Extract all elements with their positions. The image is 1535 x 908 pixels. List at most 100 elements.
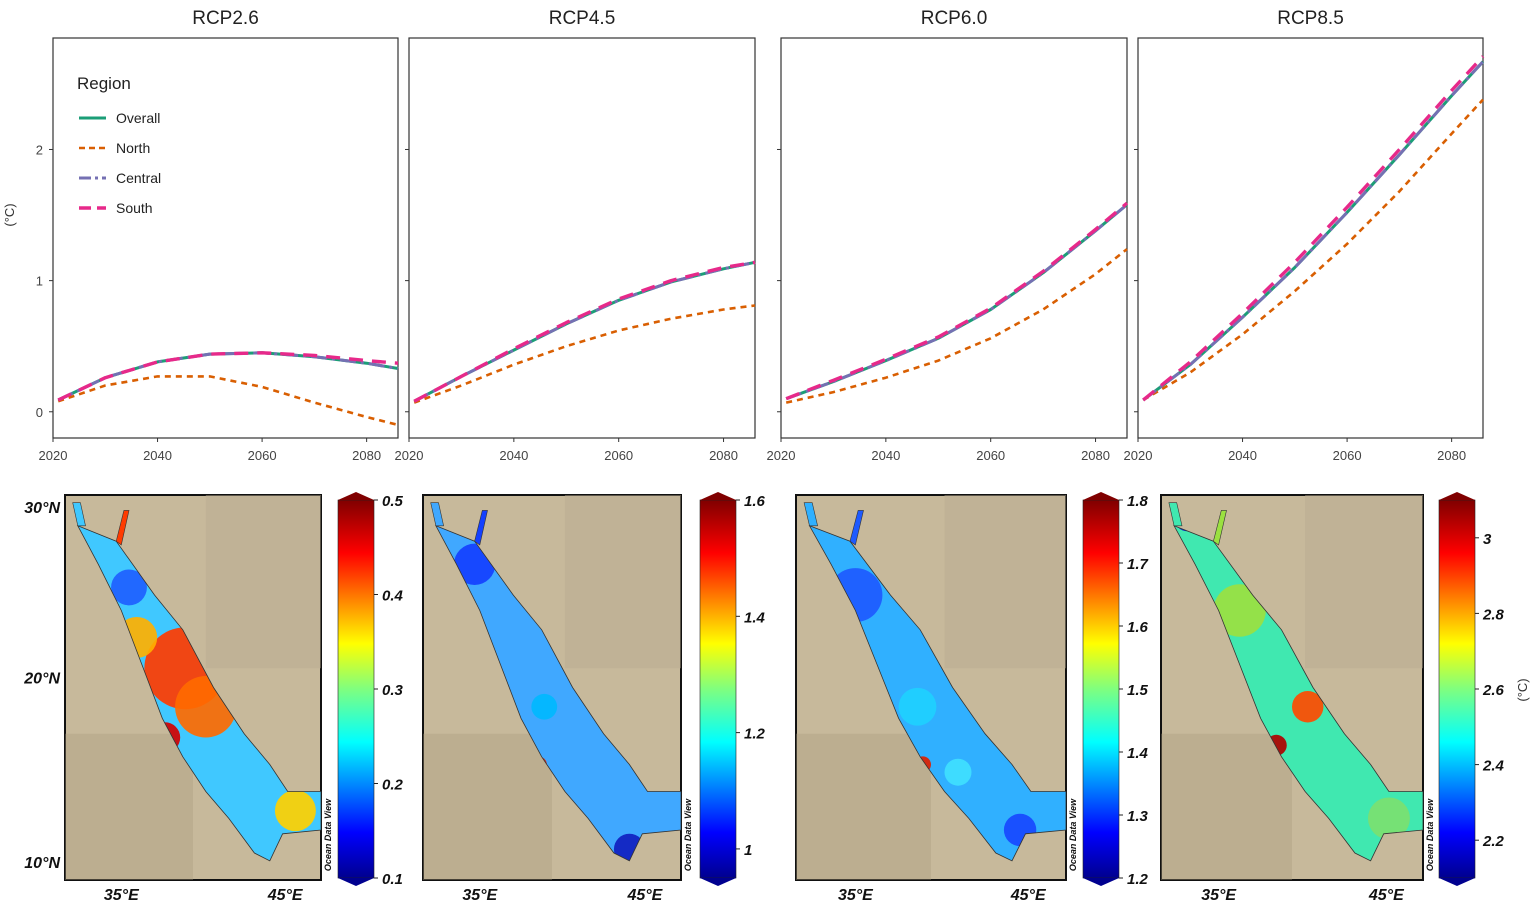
colorbar-tick-label: 2.2 xyxy=(1482,833,1505,850)
coastline xyxy=(808,525,1067,862)
colorbar-tick-label: 0.3 xyxy=(382,682,404,699)
coastline xyxy=(76,525,322,862)
legend-label-central: Central xyxy=(116,170,161,186)
legend-label-overall: Overall xyxy=(116,110,160,126)
sea-anomaly xyxy=(1213,584,1266,637)
chart-title: RCP2.6 xyxy=(192,8,259,29)
sea-anomaly xyxy=(898,687,937,726)
colorbar-cap-bottom xyxy=(1439,878,1475,886)
colorbar-tick-label: 1.4 xyxy=(1127,745,1149,762)
map-relief xyxy=(564,495,681,669)
lon-tick-label: 45°E xyxy=(1010,887,1047,904)
gulf-of-suez xyxy=(803,502,818,527)
x-tick-label: 2060 xyxy=(1333,448,1362,463)
x-tick-label: 2080 xyxy=(1081,448,1110,463)
sea-anomaly xyxy=(944,758,972,786)
coastline xyxy=(435,525,682,862)
x-tick-label: 2020 xyxy=(395,448,424,463)
lon-tick-label: 35°E xyxy=(1201,887,1237,904)
colorbar-cap-bottom xyxy=(700,878,736,886)
colorbar xyxy=(1082,499,1120,879)
x-tick-label: 2040 xyxy=(871,448,900,463)
y-axis-label: (°C) xyxy=(2,203,17,226)
lat-tick-label: 30°N xyxy=(24,500,60,517)
map-relief xyxy=(65,733,193,880)
lon-tick-label: 35°E xyxy=(462,887,498,904)
gulf-of-suez xyxy=(72,502,86,527)
colorbar-tick-label: 2.6 xyxy=(1482,682,1505,699)
chart-title: RCP4.5 xyxy=(549,8,616,29)
lon-tick-label: 45°E xyxy=(267,887,304,904)
x-tick-label: 2040 xyxy=(499,448,528,463)
line-chart-RCP8.5: RCP8.5 2020 2040 2060 2080 xyxy=(1124,8,1485,463)
legend-label-north: North xyxy=(116,140,150,156)
plot-area xyxy=(52,37,399,439)
line-chart-RCP2.6: RCP2.6 2020 2040 2060 2080 0 1 2 (°C) xyxy=(2,8,399,463)
colorbar xyxy=(337,499,375,879)
series-line-south xyxy=(785,201,1129,401)
lat-tick-label: 10°N xyxy=(24,855,60,872)
map-panels: 35°E 45°E 30°N 20°N 10°N Ocean Data View 0.5 0.… xyxy=(23,492,1530,904)
colorbar-cap-bottom xyxy=(1083,878,1119,886)
colorbar-tick-label: 3 xyxy=(1483,531,1492,548)
colorbar-tick-label: 0.4 xyxy=(382,588,404,605)
line-panels: RCP2.6 2020 2040 2060 2080 0 1 2 (°C) RCP4.5 2020 2… xyxy=(2,8,1485,463)
gulf-of-aqaba xyxy=(849,510,864,546)
map-relief xyxy=(1161,733,1292,880)
series-line-north xyxy=(1142,98,1484,402)
lon-tick-label: 35°E xyxy=(104,887,140,904)
series-line-south xyxy=(57,351,399,402)
y-tick-label: 0 xyxy=(36,405,43,420)
sea-anomaly xyxy=(1292,691,1324,723)
colorbar-tick-label: 1.6 xyxy=(1127,619,1149,636)
x-tick-label: 2040 xyxy=(143,448,172,463)
x-tick-label: 2060 xyxy=(604,448,633,463)
x-tick-label: 2040 xyxy=(1228,448,1257,463)
colorbar-tick-label: 1.8 xyxy=(1127,493,1149,510)
series-line-south xyxy=(1142,55,1485,402)
x-tick-label: 2080 xyxy=(352,448,381,463)
map-panel-3: 35°E 45°E Ocean Data View 1.8 1.7 1.6 1.5 1.4 1.… xyxy=(795,492,1149,904)
source-label: Ocean Data View xyxy=(683,798,693,871)
sea-anomaly xyxy=(531,693,558,720)
map-relief xyxy=(796,733,931,880)
map-relief xyxy=(205,495,321,669)
colorbar-cap-top xyxy=(338,492,374,500)
colorbar-unit: (°C) xyxy=(1515,678,1530,701)
colorbar xyxy=(1438,499,1476,879)
series-line-south xyxy=(413,260,756,403)
x-tick-label: 2060 xyxy=(976,448,1005,463)
colorbar-cap-top xyxy=(1083,492,1119,500)
map-relief xyxy=(423,733,552,880)
colorbar-tick-label: 1.2 xyxy=(744,726,766,743)
sea-anomaly xyxy=(274,790,316,832)
colorbar-tick-label: 1.3 xyxy=(1127,808,1149,825)
legend-title: Region xyxy=(77,74,131,93)
gulf-of-suez xyxy=(430,502,444,527)
legend-label-south: South xyxy=(116,200,153,216)
source-label: Ocean Data View xyxy=(1425,798,1435,871)
lon-tick-label: 45°E xyxy=(626,887,663,904)
x-tick-label: 2080 xyxy=(709,448,738,463)
colorbar-tick-label: 1 xyxy=(744,842,752,859)
colorbar-cap-top xyxy=(1439,492,1475,500)
lat-tick-label: 20°N xyxy=(23,671,60,688)
colorbar-cap-bottom xyxy=(338,878,374,886)
x-tick-label: 2080 xyxy=(1437,448,1466,463)
series-line-central xyxy=(1142,60,1485,402)
map-panel-2: 35°E 45°E Ocean Data View 1.6 1.4 1.2 1 xyxy=(422,492,766,904)
colorbar-tick-label: 1.6 xyxy=(744,493,766,510)
plot-area xyxy=(408,37,756,439)
series-line-north xyxy=(785,248,1128,404)
plot-area xyxy=(780,37,1128,439)
y-tick-label: 1 xyxy=(36,274,43,289)
series-line-north xyxy=(57,375,399,427)
colorbar-tick-label: 0.1 xyxy=(382,871,403,888)
gulf-of-aqaba xyxy=(474,510,488,546)
colorbar-tick-label: 2.8 xyxy=(1482,606,1505,623)
line-chart-RCP6.0: RCP6.0 2020 2040 2060 2080 xyxy=(767,8,1129,463)
x-tick-label: 2020 xyxy=(39,448,68,463)
colorbar-tick-label: 0.5 xyxy=(382,493,404,510)
line-chart-RCP4.5: RCP4.5 2020 2040 2060 2080 xyxy=(395,8,756,463)
